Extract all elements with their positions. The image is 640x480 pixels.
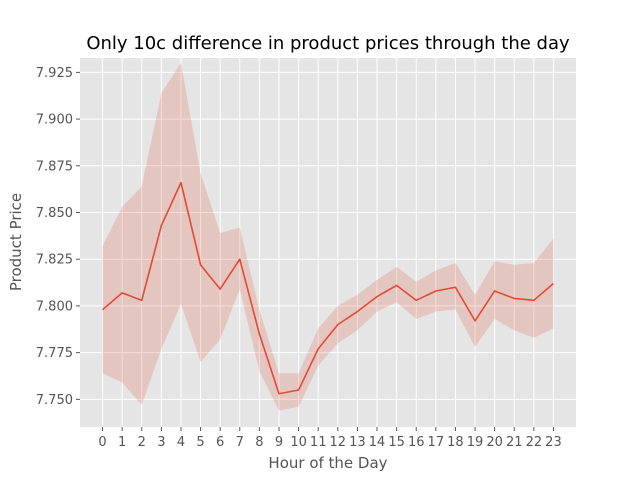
y-axis-ticks: 7.750 7.775 7.800 7.825 7.850 7.875 7.900 7.925 [36, 66, 80, 408]
x-tick-label: 8 [255, 435, 263, 450]
x-tick-label: 15 [388, 435, 405, 450]
x-tick-label: 1 [118, 435, 126, 450]
x-tick-label: 20 [486, 435, 503, 450]
confidence-band-layer [102, 63, 554, 411]
grid [80, 58, 576, 427]
x-tick-label: 6 [216, 435, 224, 450]
x-tick-label: 2 [138, 435, 146, 450]
x-tick-label: 4 [177, 435, 185, 450]
x-tick-label: 22 [526, 435, 543, 450]
x-tick-label: 21 [506, 435, 523, 450]
x-tick-label: 23 [545, 435, 562, 450]
x-tick-label: 5 [196, 435, 204, 450]
y-tick-label: 7.750 [36, 393, 73, 408]
x-tick-label: 7 [236, 435, 244, 450]
chart-title: Only 10c difference in product prices th… [86, 33, 570, 54]
x-tick-label: 0 [98, 435, 106, 450]
y-tick-label: 7.900 [36, 113, 73, 128]
y-tick-label: 7.875 [36, 159, 73, 174]
y-tick-label: 7.800 [36, 299, 73, 314]
x-tick-label: 10 [290, 435, 307, 450]
x-axis-label: Hour of the Day [268, 454, 387, 472]
y-tick-label: 7.850 [36, 206, 73, 221]
confidence-band [102, 63, 554, 411]
x-tick-label: 3 [157, 435, 165, 450]
x-tick-label: 9 [275, 435, 283, 450]
x-tick-label: 11 [310, 435, 327, 450]
x-tick-label: 19 [467, 435, 484, 450]
y-tick-label: 7.925 [36, 66, 73, 81]
x-tick-label: 13 [349, 435, 366, 450]
x-tick-label: 18 [447, 435, 464, 450]
x-tick-label: 14 [369, 435, 386, 450]
x-tick-label: 12 [330, 435, 347, 450]
series-line [102, 181, 554, 395]
y-tick-label: 7.775 [36, 346, 73, 361]
x-tick-label: 16 [408, 435, 425, 450]
series-line-layer [102, 181, 554, 395]
x-axis-ticks: 0 1 2 3 4 5 6 7 8 9 10 11 12 13 14 15 16 17 18 19 20 21 22 23 [98, 427, 562, 450]
x-tick-label: 17 [428, 435, 445, 450]
y-tick-label: 7.825 [36, 253, 73, 268]
y-axis-label: Product Price [7, 193, 25, 291]
